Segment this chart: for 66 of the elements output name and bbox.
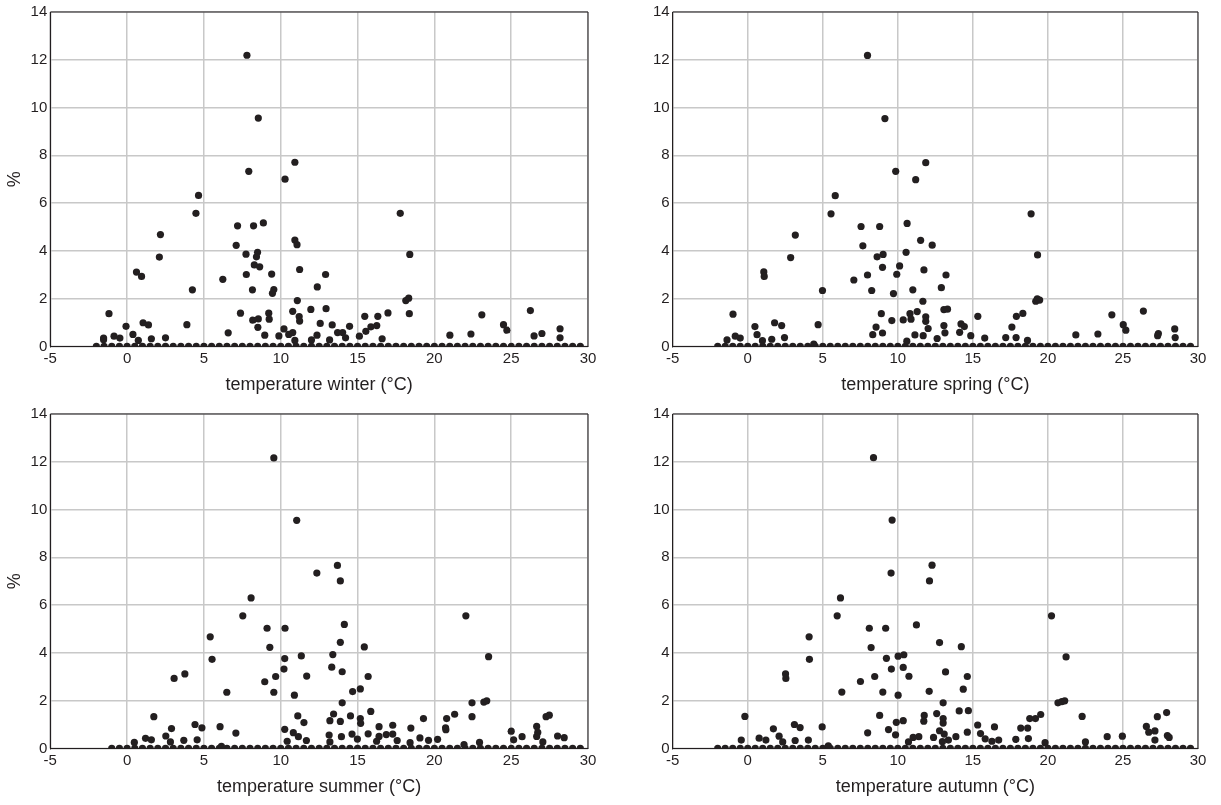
y-tick-label: 8	[661, 145, 670, 163]
x-tick-label: 5	[818, 348, 827, 366]
x-tick-label: 10	[272, 348, 290, 366]
y-tick-label: 6	[38, 193, 48, 211]
x-tick-label: 0	[743, 750, 752, 768]
y-tick-label: 2	[661, 288, 670, 306]
y-tick-label: 6	[661, 193, 670, 211]
y-tick-label: 2	[38, 288, 48, 306]
x-axis-title: temperature autumn (°C)	[835, 776, 1035, 797]
x-tick-label: 25	[502, 750, 520, 768]
y-tick-label: 10	[653, 97, 670, 115]
y-tick-label: 10	[30, 499, 48, 517]
x-tick-label: 5	[199, 750, 209, 768]
y-tick-label: 2	[661, 690, 670, 708]
x-tick-label: 25	[1114, 348, 1132, 366]
x-tick-label: 15	[964, 348, 982, 366]
y-tick-label: 14	[653, 404, 670, 422]
x-tick-label: 30	[579, 348, 597, 366]
y-tick-label: 0	[661, 738, 670, 756]
y-tick-label: 0	[38, 336, 48, 354]
x-tick-label: 20	[1039, 348, 1057, 366]
x-tick-label: 0	[122, 348, 132, 366]
x-axis-title: temperature spring (°C)	[841, 374, 1030, 395]
y-tick-label: 4	[38, 241, 48, 258]
x-tick-label: 0	[743, 348, 752, 366]
x-tick-label: 30	[579, 750, 597, 768]
y-axis-title: %	[3, 573, 24, 590]
x-tick-label: 25	[1114, 750, 1132, 768]
x-axis-title: temperature winter (°C)	[225, 374, 413, 395]
y-tick-label: 6	[38, 595, 48, 613]
x-tick-label: 15	[964, 750, 982, 768]
x-tick-label: 25	[502, 348, 520, 366]
y-tick-label: 14	[30, 2, 48, 20]
y-tick-label: 8	[38, 547, 48, 565]
x-tick-label: 5	[199, 348, 209, 366]
y-tick-label: 14	[30, 404, 48, 422]
y-tick-label: 12	[653, 49, 670, 67]
x-tick-label: 20	[426, 348, 443, 366]
y-tick-label: 4	[38, 643, 48, 660]
y-axis-title: %	[3, 171, 24, 188]
x-tick-label: 10	[889, 750, 907, 768]
y-tick-label: 4	[661, 643, 670, 660]
y-tick-label: 12	[30, 49, 48, 67]
y-tick-label: 8	[38, 145, 48, 163]
x-tick-label: 5	[818, 750, 827, 768]
y-tick-label: 8	[661, 547, 670, 565]
y-tick-label: 2	[38, 690, 48, 708]
x-tick-label: 20	[426, 750, 443, 768]
x-axis-title: temperature summer (°C)	[217, 776, 422, 797]
x-tick-label: 15	[349, 750, 366, 768]
x-tick-label: 30	[1189, 348, 1207, 366]
x-tick-label: 20	[1039, 750, 1057, 768]
y-tick-label: 10	[30, 97, 48, 115]
y-tick-label: 6	[661, 595, 670, 613]
x-tick-label: 10	[272, 750, 290, 768]
x-tick-label: 30	[1189, 750, 1207, 768]
y-tick-label: 10	[653, 499, 670, 517]
y-tick-label: 0	[38, 738, 48, 756]
y-tick-label: 4	[661, 241, 670, 258]
y-tick-label: 14	[653, 2, 670, 20]
y-tick-label: 12	[30, 451, 48, 469]
x-tick-label: 10	[889, 348, 907, 366]
y-tick-label: 12	[653, 451, 670, 469]
x-tick-label: 0	[122, 750, 132, 768]
y-tick-label: 0	[661, 336, 670, 354]
x-tick-label: 15	[349, 348, 366, 366]
